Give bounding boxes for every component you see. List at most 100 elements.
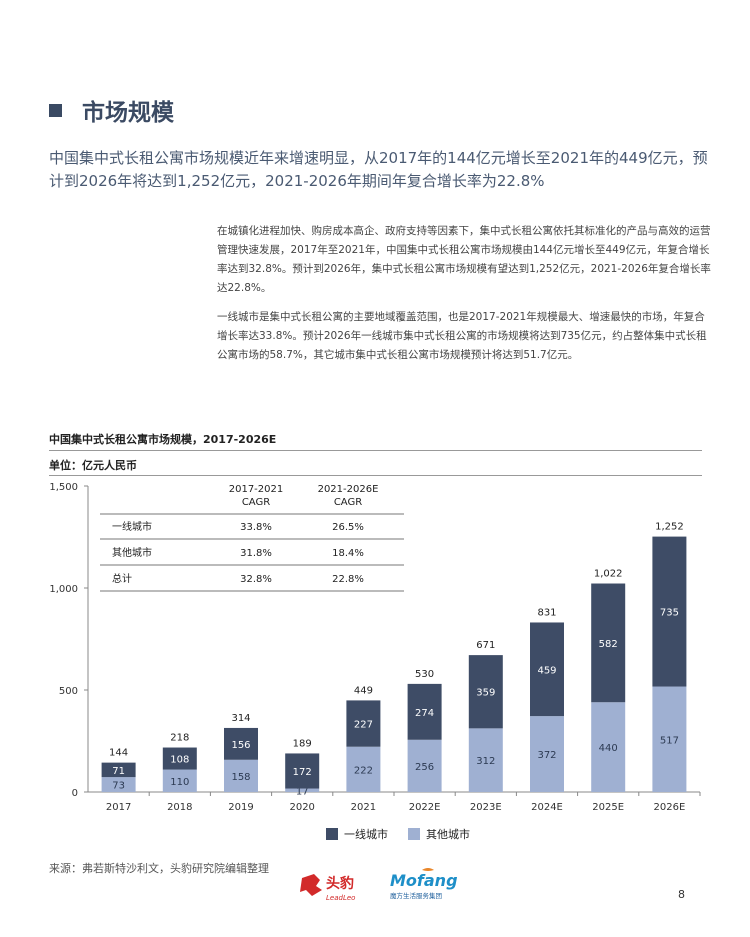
- section-heading: 市场规模: [49, 93, 174, 127]
- data-label: 582: [599, 639, 618, 650]
- total-label: 1,252: [655, 522, 684, 533]
- total-label: 449: [354, 685, 373, 696]
- legend-swatch: [408, 828, 420, 840]
- cagr-row-label: 总计: [112, 572, 132, 585]
- mofang-swoosh-icon: [422, 868, 434, 871]
- data-label: 735: [660, 608, 679, 619]
- x-tick-label: 2020: [289, 802, 314, 813]
- mofang-sub: 魔方生活服务集团: [390, 891, 442, 900]
- stacked-bar-chart: 0 500 1,000 1,500 73 71 144 2017 110 108 218 2018 15…: [49, 482, 701, 841]
- cagr-row-label: 一线城市: [112, 520, 152, 533]
- data-label: 17: [296, 786, 309, 797]
- data-label: 274: [415, 708, 434, 719]
- source-note: 来源：弗若斯特沙利文，头豹研究院编辑整理: [49, 862, 269, 875]
- data-label: 110: [170, 777, 189, 788]
- bar-segment: [346, 700, 381, 747]
- total-label: 314: [231, 713, 250, 724]
- data-label: 440: [599, 743, 618, 754]
- paragraph-2: 一线城市是集中式长租公寓的主要地域覆盖范围，也是2017-2021年规模最大、增…: [217, 311, 707, 361]
- data-label: 73: [112, 781, 125, 792]
- bar-segment: [468, 655, 503, 729]
- data-label: 459: [537, 665, 556, 676]
- bar-segment: [224, 759, 258, 792]
- x-tick-label: 2023E: [470, 802, 502, 813]
- bar-segment: [591, 583, 626, 703]
- chart-unit-rule: [49, 475, 702, 476]
- data-label: 71: [112, 766, 125, 777]
- cagr-header: CAGR: [242, 497, 270, 508]
- chart-unit: 单位：亿元人民币: [49, 459, 137, 472]
- cagr-row-label: 其他城市: [112, 546, 152, 559]
- total-label: 530: [415, 669, 434, 680]
- chart-title-rule: [49, 450, 702, 451]
- data-label: 108: [170, 755, 189, 766]
- y-tick-label: 1,000: [49, 584, 78, 595]
- x-tick-label: 2026E: [654, 802, 686, 813]
- cagr-value: 18.4%: [332, 548, 364, 559]
- bar-segment: [591, 702, 626, 792]
- section-title: 市场规模: [82, 100, 174, 126]
- bar-segment: [468, 728, 503, 792]
- total-label: 831: [537, 607, 556, 618]
- cagr-value: 33.8%: [240, 522, 272, 533]
- bar-segment: [224, 727, 258, 760]
- bar-segment: [530, 622, 564, 717]
- data-label: 227: [354, 720, 373, 731]
- cagr-value: 22.8%: [332, 574, 364, 585]
- legend-label: 一线城市: [344, 827, 388, 841]
- total-label: 189: [293, 738, 312, 749]
- cagr-value: 31.8%: [240, 548, 272, 559]
- bar-segment: [652, 686, 687, 792]
- chart-title: 中国集中式长租公寓市场规模，2017-2026E: [49, 433, 277, 446]
- x-tick-label: 2024E: [531, 802, 563, 813]
- data-label: 172: [293, 767, 312, 778]
- x-tick-label: 2019: [228, 802, 253, 813]
- leadleo-text: 头豹: [326, 875, 354, 892]
- bar-segment: [101, 762, 136, 778]
- bar-segment: [652, 536, 687, 687]
- legend-swatch: [326, 828, 338, 840]
- cagr-header: 2017-2021: [229, 484, 284, 495]
- cagr-header: 2021-2026E: [318, 484, 379, 495]
- y-tick-label: 1,500: [49, 482, 78, 493]
- total-label: 144: [109, 748, 128, 759]
- bar-segment: [101, 777, 136, 792]
- cagr-value: 32.8%: [240, 574, 272, 585]
- bar-segment: [285, 788, 320, 792]
- x-tick-label: 2017: [106, 802, 131, 813]
- data-label: 222: [354, 765, 373, 776]
- y-tick-label: 0: [72, 788, 78, 799]
- bar-segment: [530, 716, 564, 792]
- bar-segment: [162, 769, 197, 792]
- body-text: 在城镇化进程加快、购房成本高企、政府支持等因素下，集中式长租公寓依托其标准化的产…: [217, 222, 714, 365]
- mofang-logo: Mofang 魔方生活服务集团: [390, 868, 458, 900]
- data-label: 517: [660, 735, 679, 746]
- x-tick-label: 2022E: [409, 802, 441, 813]
- summary-text: 中国集中式长租公寓市场规模近年来增速明显，从2017年的144亿元增长至2021…: [49, 149, 708, 190]
- data-label: 158: [231, 772, 250, 783]
- data-label: 156: [231, 740, 250, 751]
- total-label: 1,022: [594, 569, 623, 580]
- x-tick-label: 2025E: [592, 802, 624, 813]
- bar-segment: [407, 683, 442, 740]
- leopard-icon: [300, 874, 322, 896]
- data-label: 256: [415, 762, 434, 773]
- heading-bullet-icon: [49, 103, 62, 117]
- paragraph-1: 在城镇化进程加快、购房成本高企、政府支持等因素下，集中式长租公寓依托其标准化的产…: [217, 225, 711, 294]
- data-label: 359: [476, 688, 495, 699]
- leadleo-sub: LeadLeo: [326, 894, 355, 902]
- bar-segment: [407, 739, 442, 792]
- bar-segment: [162, 747, 197, 770]
- legend-label: 其他城市: [426, 827, 470, 841]
- data-label: 372: [537, 750, 556, 761]
- x-tick-label: 2021: [351, 802, 376, 813]
- total-label: 218: [170, 733, 189, 744]
- bar-segment: [346, 746, 381, 792]
- x-tick-label: 2018: [167, 802, 192, 813]
- total-label: 671: [476, 640, 495, 651]
- mofang-text: Mofang: [390, 871, 458, 890]
- leadleo-logo: 头豹 LeadLeo: [300, 874, 355, 902]
- bar-segment: [285, 753, 320, 789]
- page-number: 8: [678, 888, 685, 901]
- cagr-header: CAGR: [334, 497, 362, 508]
